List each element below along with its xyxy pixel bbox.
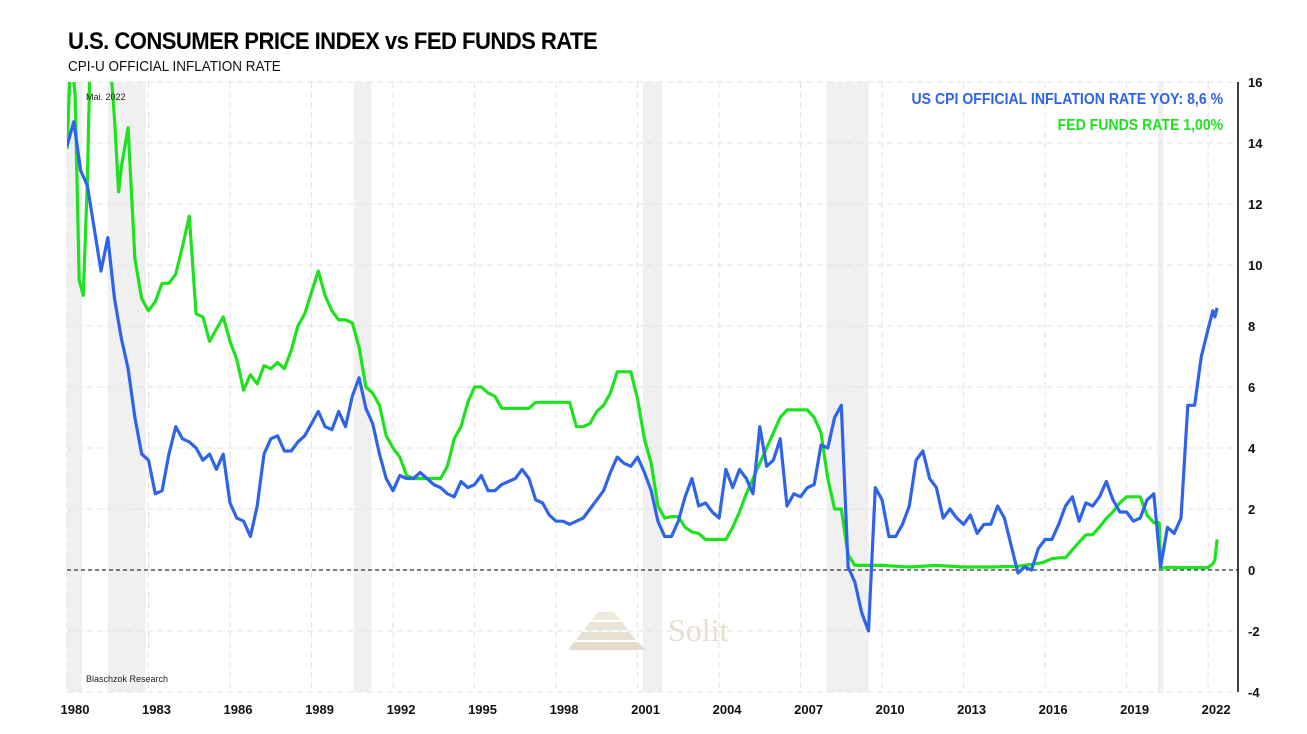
x-tick-label: 1998 [550, 702, 579, 717]
y-tick-label: 8 [1248, 319, 1255, 334]
source-label: Blaschzok Research [86, 674, 169, 684]
watermark-logo: Solit [568, 612, 729, 650]
x-axis-ticks: 1980 1983 1986 1989 1992 1995 1998 2001 2004 2007… [61, 702, 1231, 717]
x-tick-label: 1989 [305, 702, 334, 717]
date-annotation: Mai. 2022 [86, 92, 126, 102]
y-tick-label: 2 [1248, 502, 1255, 517]
y-tick-label: -4 [1248, 685, 1260, 700]
watermark-text: Solit [668, 612, 729, 648]
x-tick-label: 2004 [713, 702, 743, 717]
x-tick-label: 1995 [468, 702, 497, 717]
x-tick-label: 2013 [957, 702, 986, 717]
legend-cpi: US CPI OFFICIAL INFLATION RATE YOY: 8,6 … [911, 91, 1223, 108]
chart-title: U.S. CONSUMER PRICE INDEX vs FED FUNDS R… [68, 28, 598, 55]
legend-fed: FED FUNDS RATE 1,00% [1057, 117, 1223, 134]
x-tick-label: 1986 [224, 702, 253, 717]
chart-subtitle: CPI-U OFFICIAL INFLATION RATE [68, 58, 281, 75]
x-tick-label: 2007 [794, 702, 823, 717]
x-tick-label: 2016 [1039, 702, 1068, 717]
y-tick-label: 10 [1248, 258, 1262, 273]
pyramid-logo-icon [568, 612, 646, 650]
x-tick-label: 1980 [61, 702, 90, 717]
y-tick-label: 0 [1248, 563, 1255, 578]
cpi-inflation-line [67, 120, 1219, 633]
x-tick-label: 2022 [1202, 702, 1231, 717]
x-tick-label: 2010 [876, 702, 905, 717]
y-axis-ticks: -4 -2 0 2 4 6 8 10 12 14 16 [1248, 75, 1263, 700]
y-tick-label: 6 [1248, 380, 1255, 395]
gridlines [66, 81, 1238, 693]
x-tick-label: 1983 [142, 702, 171, 717]
x-tick-label: 1992 [387, 702, 416, 717]
y-tick-label: -2 [1248, 624, 1260, 639]
y-tick-label: 14 [1248, 136, 1263, 151]
fed-funds-rate-line [67, 82, 1219, 571]
y-tick-label: 4 [1248, 441, 1256, 456]
x-tick-label: 2001 [631, 702, 660, 717]
y-tick-label: 12 [1248, 197, 1262, 212]
y-tick-label: 16 [1248, 75, 1262, 90]
x-tick-label: 2019 [1120, 702, 1149, 717]
